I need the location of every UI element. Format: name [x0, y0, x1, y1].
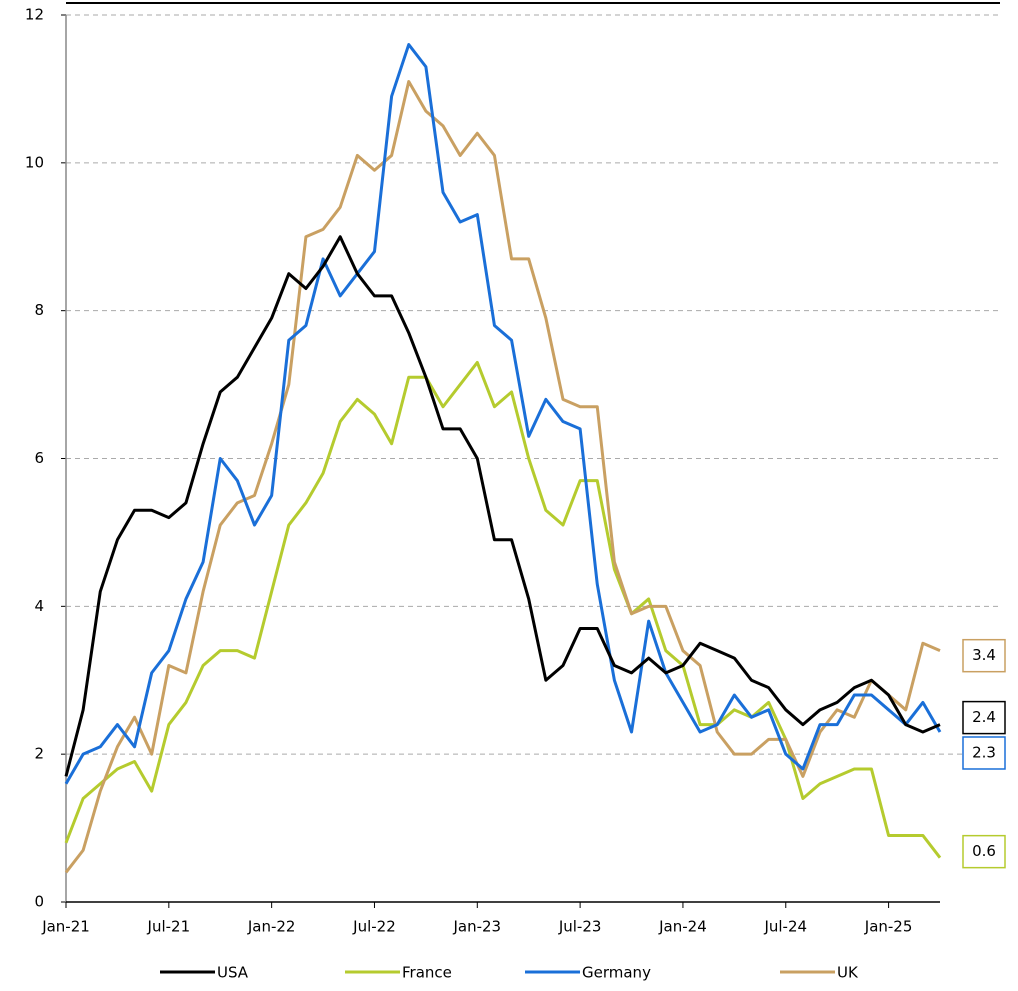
x-tick-label: Jul-24	[763, 918, 807, 936]
x-tick-label: Jul-23	[558, 918, 602, 936]
series-line	[64, 360, 942, 859]
legend-label: USA	[217, 964, 249, 982]
x-tick-label: Jan-25	[864, 918, 913, 936]
end-label-box	[962, 700, 1006, 735]
end-label: 2.3	[972, 743, 996, 761]
y-tick-label: 4	[34, 597, 44, 615]
legend-label: UK	[837, 964, 859, 982]
y-tick-label: 6	[34, 449, 44, 467]
series-line	[64, 43, 942, 785]
y-tick-label: 12	[25, 6, 44, 24]
end-label-box	[962, 736, 1006, 770]
x-tick-label: Jul-22	[352, 918, 396, 936]
end-label-box	[962, 834, 1006, 869]
y-tick-label: 2	[34, 745, 44, 763]
legend-label: France	[402, 964, 452, 982]
y-tick-label: 8	[34, 301, 44, 319]
x-tick-label: Jan-21	[41, 918, 90, 936]
x-tick-label: Jul-21	[147, 918, 191, 936]
y-tick-label: 10	[25, 153, 44, 171]
x-tick-label: Jan-22	[247, 918, 296, 936]
end-label: 3.4	[972, 646, 996, 664]
x-tick-label: Jan-24	[658, 918, 707, 936]
series-line	[64, 235, 941, 777]
series-line	[64, 80, 941, 874]
y-tick-label: 0	[34, 893, 44, 911]
end-label-box	[962, 638, 1006, 673]
end-label: 2.4	[972, 708, 996, 726]
x-tick-label: Jan-23	[452, 918, 501, 936]
end-label: 0.6	[972, 842, 996, 860]
legend-label: Germany	[582, 964, 651, 982]
